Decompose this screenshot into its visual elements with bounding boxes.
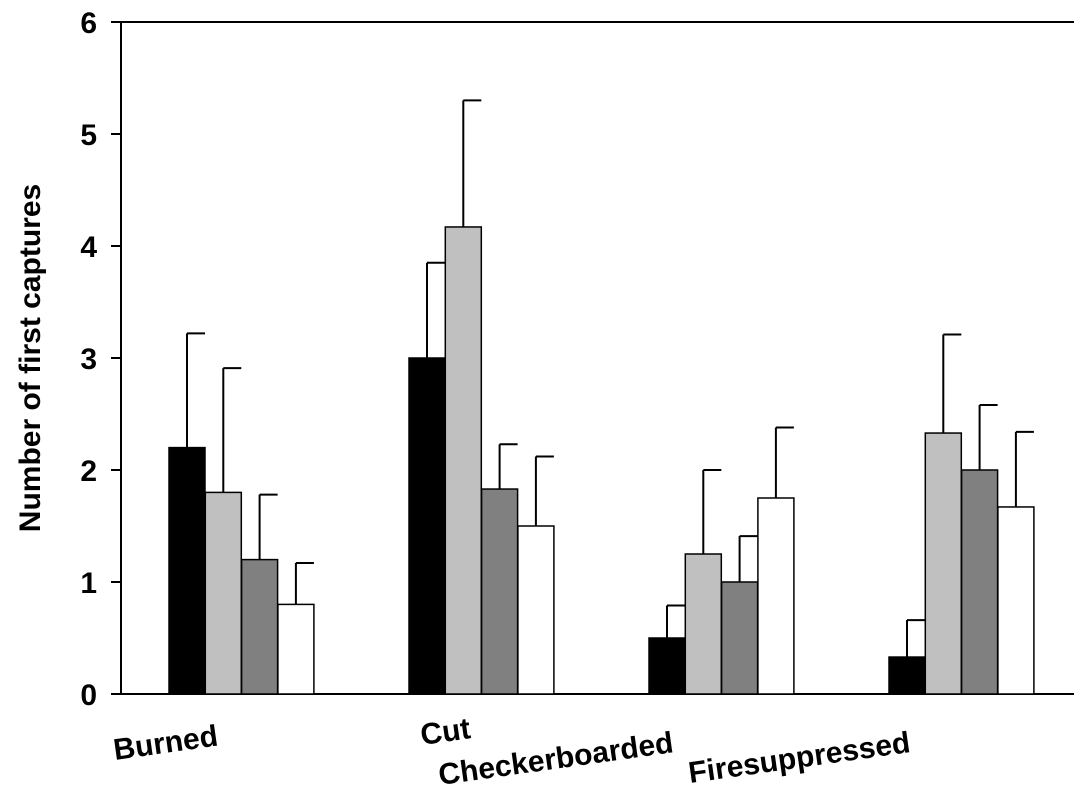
bar xyxy=(997,506,1035,695)
category-label: Checkerboarded xyxy=(436,726,675,792)
bar xyxy=(204,491,243,695)
y-tick-label: 1 xyxy=(80,567,97,600)
bar xyxy=(720,581,759,695)
bar xyxy=(277,603,315,695)
y-tick-label: 4 xyxy=(80,231,97,264)
bar xyxy=(240,558,279,695)
y-tick-label: 5 xyxy=(80,119,97,152)
y-axis-title: Number of first captures xyxy=(14,184,47,532)
bar xyxy=(648,637,686,695)
bar xyxy=(444,226,483,695)
bar xyxy=(517,525,555,695)
bar xyxy=(408,357,446,695)
bar-group xyxy=(168,226,1035,695)
category-label: Cut xyxy=(418,712,472,752)
bar xyxy=(168,446,206,695)
category-label: Burned xyxy=(111,720,220,767)
bar xyxy=(757,497,795,695)
y-tick-label: 0 xyxy=(80,679,97,712)
error-bar-group xyxy=(186,99,1034,658)
y-tick-label: 3 xyxy=(80,343,97,376)
bar xyxy=(888,656,926,695)
bar xyxy=(480,488,519,695)
y-axis-ticks: 0 1 2 3 4 5 6 xyxy=(80,7,121,712)
bar xyxy=(924,432,963,695)
y-tick-label: 6 xyxy=(80,7,97,40)
bar xyxy=(684,553,723,695)
category-label: Firesuppressed xyxy=(686,726,912,790)
y-tick-label: 2 xyxy=(80,455,97,488)
bar xyxy=(960,469,999,695)
